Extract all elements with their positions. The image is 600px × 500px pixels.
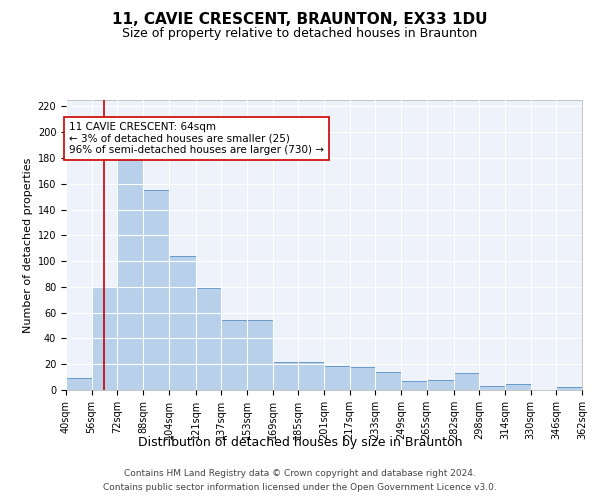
Bar xyxy=(479,386,505,390)
Bar xyxy=(247,320,273,390)
Bar xyxy=(375,372,401,390)
Bar xyxy=(117,156,143,390)
Bar xyxy=(169,256,196,390)
Bar xyxy=(505,384,531,390)
Text: Contains HM Land Registry data © Crown copyright and database right 2024.: Contains HM Land Registry data © Crown c… xyxy=(124,470,476,478)
Text: 11, CAVIE CRESCENT, BRAUNTON, EX33 1DU: 11, CAVIE CRESCENT, BRAUNTON, EX33 1DU xyxy=(112,12,488,28)
Bar xyxy=(66,378,92,390)
Bar xyxy=(454,373,479,390)
Text: 11 CAVIE CRESCENT: 64sqm
← 3% of detached houses are smaller (25)
96% of semi-de: 11 CAVIE CRESCENT: 64sqm ← 3% of detache… xyxy=(69,122,324,155)
Bar xyxy=(401,381,427,390)
Bar xyxy=(324,366,350,390)
Text: Size of property relative to detached houses in Braunton: Size of property relative to detached ho… xyxy=(122,28,478,40)
Bar xyxy=(556,388,582,390)
Bar xyxy=(273,362,298,390)
Y-axis label: Number of detached properties: Number of detached properties xyxy=(23,158,34,332)
Bar xyxy=(350,367,375,390)
Bar xyxy=(143,190,169,390)
Text: Distribution of detached houses by size in Braunton: Distribution of detached houses by size … xyxy=(138,436,462,449)
Bar xyxy=(298,362,324,390)
Bar xyxy=(92,287,117,390)
Text: Contains public sector information licensed under the Open Government Licence v3: Contains public sector information licen… xyxy=(103,483,497,492)
Bar xyxy=(221,320,247,390)
Bar xyxy=(196,288,221,390)
Bar xyxy=(427,380,454,390)
